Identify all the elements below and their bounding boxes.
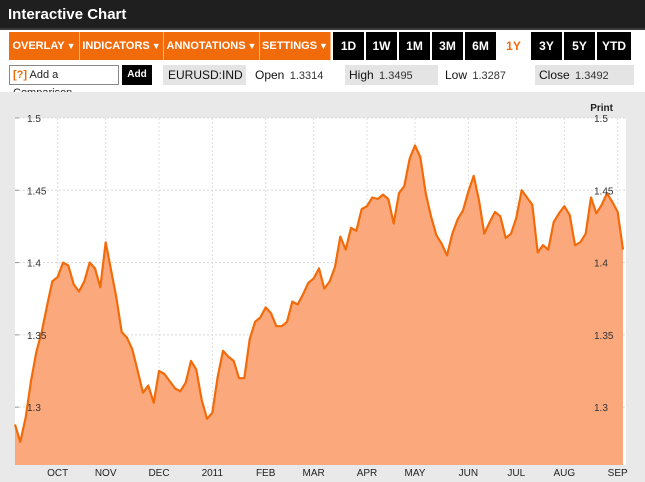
indicators-menu[interactable]: INDICATORS ▼	[80, 32, 164, 60]
close-label: Close	[539, 68, 570, 82]
toolbar: OVERLAY ▼ INDICATORS ▼ ANNOTATIONS ▼ SETTIN…	[0, 32, 645, 60]
range-1m-button[interactable]: 1M	[399, 32, 430, 60]
low-value: 1.3287	[472, 70, 507, 82]
chevron-down-icon: ▼	[66, 41, 76, 51]
settings-menu-label: SETTINGS	[262, 40, 318, 52]
annotations-menu[interactable]: ANNOTATIONS ▼	[164, 32, 260, 60]
window-title: Interactive Chart	[8, 6, 127, 23]
range-3m-button[interactable]: 3M	[432, 32, 463, 60]
range-3y-button[interactable]: 3Y	[531, 32, 562, 60]
info-bar: [?] Add a Comparison Add EURUSD:IND Open…	[0, 63, 645, 99]
chart-frame	[0, 92, 645, 482]
chevron-down-icon: ▼	[319, 41, 328, 51]
comparison-input[interactable]: [?] Add a Comparison	[9, 65, 119, 99]
print-link[interactable]: Print	[590, 103, 613, 114]
range-1d-button[interactable]: 1D	[333, 32, 364, 60]
open-value: 1.3314	[289, 70, 324, 82]
close-value: 1.3492	[575, 70, 609, 82]
low-stat: Low 1.3287	[445, 65, 506, 85]
high-value: 1.3495	[379, 70, 413, 82]
settings-menu[interactable]: SETTINGS ▼	[260, 32, 331, 60]
ticker-symbol: EURUSD:IND	[163, 65, 246, 85]
range-1y-button[interactable]: 1Y	[498, 32, 529, 60]
title-bar: Interactive Chart	[0, 0, 645, 30]
range-1w-button[interactable]: 1W	[366, 32, 397, 60]
indicators-menu-label: INDICATORS	[82, 40, 150, 52]
help-icon[interactable]: [?]	[13, 69, 28, 81]
overlay-menu[interactable]: OVERLAY ▼	[9, 32, 80, 60]
range-6m-button[interactable]: 6M	[465, 32, 496, 60]
high-label: High	[349, 68, 374, 82]
high-stat: High 1.3495	[345, 65, 438, 85]
annotations-menu-label: ANNOTATIONS	[166, 40, 246, 52]
overlay-menu-label: OVERLAY	[12, 40, 65, 52]
open-stat: Open 1.3314	[255, 65, 323, 85]
range-ytd-button[interactable]: YTD	[597, 32, 631, 60]
open-label: Open	[255, 68, 285, 82]
close-stat: Close 1.3492	[535, 65, 634, 85]
chevron-down-icon: ▼	[151, 41, 161, 51]
range-5y-button[interactable]: 5Y	[564, 32, 595, 60]
chevron-down-icon: ▼	[247, 41, 257, 51]
add-comparison-button[interactable]: Add	[122, 65, 152, 85]
low-label: Low	[445, 68, 468, 82]
